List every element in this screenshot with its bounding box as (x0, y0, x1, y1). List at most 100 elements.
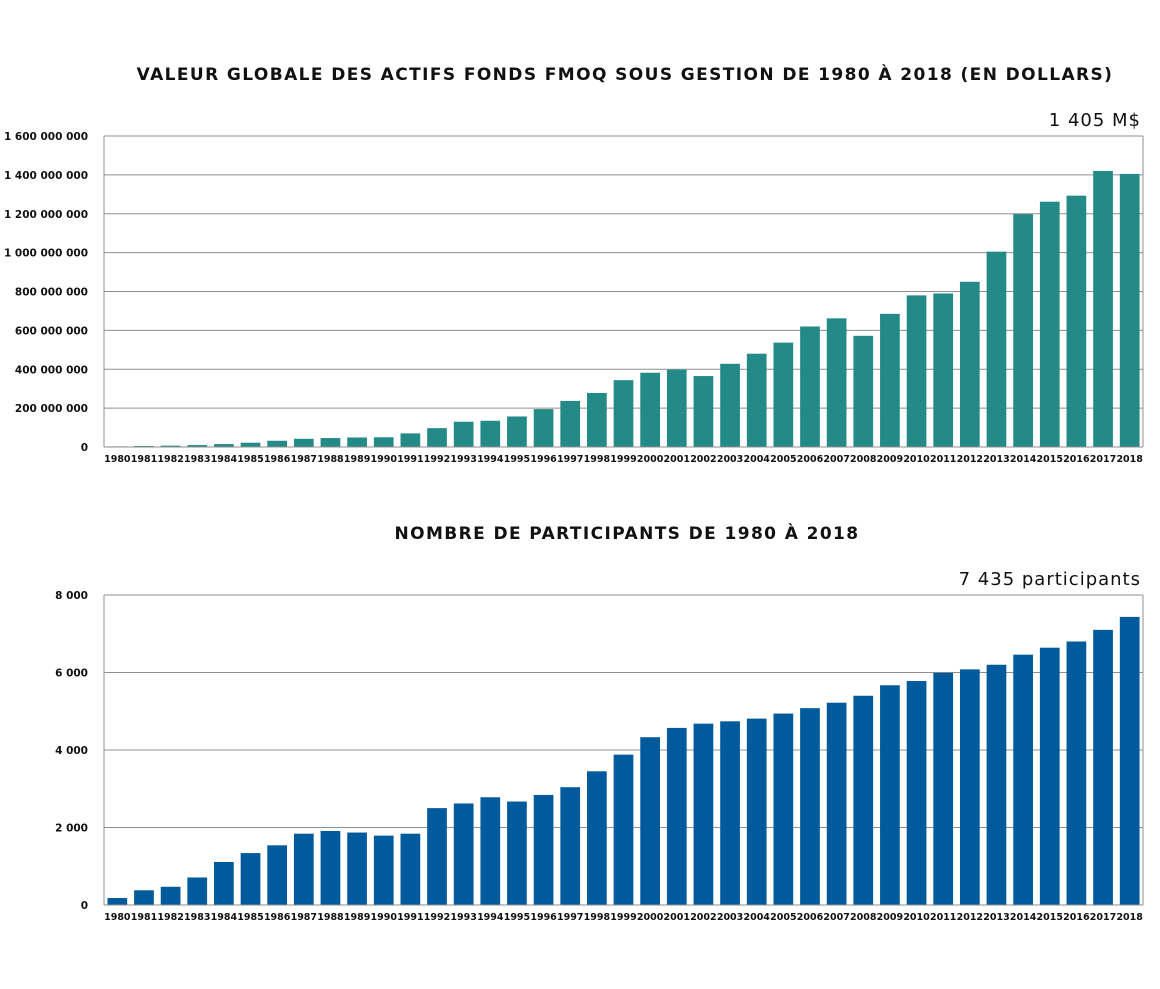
participants-x-tick-label: 2013 (983, 912, 1009, 923)
assets-x-tick-label: 2010 (903, 454, 930, 465)
assets-x-tick-label: 1999 (610, 454, 636, 465)
assets-bar-2000 (640, 372, 660, 447)
assets-bar-1982 (160, 445, 181, 447)
participants-bar-2017 (1093, 629, 1113, 905)
participants-bar-2000 (640, 737, 660, 905)
assets-x-tick-label: 1987 (291, 454, 317, 465)
participants-x-tick-label: 1989 (344, 912, 370, 923)
assets-x-tick-label: 1997 (557, 454, 583, 465)
participants-x-tick-label: 1991 (397, 912, 423, 923)
participants-bar-1996 (533, 794, 554, 905)
participants-bar-2008 (853, 695, 874, 905)
participants-x-tick-label: 2015 (1037, 912, 1063, 923)
assets-bar-2004 (746, 353, 767, 447)
assets-bar-1999 (613, 380, 634, 447)
assets-y-tick-label: 1 000 000 000 (4, 248, 88, 260)
assets-x-tick-label: 2007 (823, 454, 849, 465)
assets-bar-2013 (986, 251, 1007, 447)
participants-bar-1984 (214, 861, 234, 905)
participants-y-tick-label: 4 000 (55, 745, 88, 757)
assets-bar-1985 (240, 442, 261, 447)
assets-y-tick-label: 1 400 000 000 (4, 170, 88, 182)
participants-y-tick-label: 8 000 (55, 590, 88, 602)
participants-bar-2013 (986, 664, 1007, 905)
participants-x-tick-label: 1984 (211, 912, 238, 923)
assets-x-tick-label: 1981 (131, 454, 157, 465)
assets-x-tick-label: 1993 (450, 454, 476, 465)
assets-bar-1991 (400, 433, 421, 447)
participants-bar-1997 (560, 787, 581, 905)
participants-x-tick-label: 2018 (1116, 912, 1143, 923)
participants-x-tick-label: 2009 (877, 912, 903, 923)
assets-bar-2003 (720, 363, 740, 447)
participants-bar-2009 (880, 685, 900, 905)
assets-bar-1990 (373, 437, 394, 447)
participants-x-tick-label: 1992 (424, 912, 450, 923)
assets-bar-2017 (1093, 170, 1113, 448)
participants-x-tick-label: 2004 (743, 912, 770, 923)
assets-bar-2014 (1013, 214, 1033, 447)
participants-x-tick-label: 1982 (157, 912, 183, 923)
assets-bar-1997 (560, 400, 581, 447)
participants-bar-1993 (453, 803, 474, 905)
participants-bar-1980 (107, 898, 128, 905)
participants-x-tick-label: 2002 (690, 912, 716, 923)
participants-x-tick-label: 2007 (823, 912, 849, 923)
assets-x-tick-label: 1983 (184, 454, 210, 465)
assets-x-tick-label: 2008 (850, 454, 877, 465)
assets-x-tick-label: 2011 (930, 454, 956, 465)
participants-bar-1999 (613, 754, 634, 905)
assets-bar-2015 (1039, 201, 1060, 447)
participants-x-tick-label: 1980 (104, 912, 131, 923)
assets-x-tick-label: 1995 (504, 454, 530, 465)
participants-x-tick-label: 2017 (1090, 912, 1116, 923)
participants-bar-1994 (480, 797, 501, 905)
assets-bar-1994 (480, 420, 501, 447)
participants-x-tick-label: 2012 (957, 912, 983, 923)
assets-x-tick-label: 1985 (237, 454, 263, 465)
assets-bar-2010 (906, 295, 927, 447)
participants-x-tick-label: 1985 (237, 912, 263, 923)
participants-x-tick-label: 2010 (903, 912, 930, 923)
assets-bar-1993 (453, 421, 474, 447)
assets-bar-2012 (959, 281, 980, 447)
assets-bar-2009 (880, 313, 900, 447)
assets-x-tick-label: 2002 (690, 454, 716, 465)
assets-x-tick-label: 1996 (530, 454, 557, 465)
assets-y-tick-label: 200 000 000 (15, 403, 88, 415)
participants-bar-1991 (400, 833, 421, 905)
assets-bar-2016 (1066, 195, 1087, 447)
assets-x-tick-label: 1991 (397, 454, 423, 465)
participants-bar-1995 (507, 801, 527, 905)
participants-x-tick-label: 2005 (770, 912, 796, 923)
assets-y-tick-label: 1 200 000 000 (4, 209, 88, 221)
assets-bar-1998 (587, 392, 607, 447)
assets-bar-2001 (666, 369, 687, 447)
participants-y-tick-label: 6 000 (55, 668, 88, 680)
participants-x-tick-label: 1998 (584, 912, 611, 923)
participants-x-tick-label: 1993 (450, 912, 476, 923)
assets-x-tick-label: 2013 (983, 454, 1009, 465)
participants-x-tick-label: 2008 (850, 912, 877, 923)
assets-y-tick-label: 400 000 000 (15, 364, 88, 376)
assets-bar-2008 (853, 335, 874, 447)
assets-x-tick-label: 1982 (157, 454, 183, 465)
assets-x-tick-label: 2017 (1090, 454, 1116, 465)
participants-chart-callout: 7 435 participants (959, 569, 1141, 590)
assets-x-tick-label: 2000 (637, 454, 664, 465)
participants-bar-2007 (826, 702, 847, 905)
participants-x-tick-label: 2016 (1063, 912, 1090, 923)
participants-x-tick-label: 1997 (557, 912, 583, 923)
participants-x-tick-label: 1996 (530, 912, 557, 923)
participants-x-tick-label: 1988 (317, 912, 344, 923)
participants-bar-1983 (187, 877, 208, 905)
participants-x-tick-label: 2006 (797, 912, 824, 923)
participants-bar-1981 (134, 890, 154, 905)
assets-x-tick-label: 1994 (477, 454, 504, 465)
participants-bar-2002 (693, 723, 714, 905)
assets-bar-2002 (693, 376, 714, 447)
assets-bar-1995 (507, 416, 527, 447)
assets-bar-2007 (826, 318, 847, 447)
assets-x-tick-label: 2016 (1063, 454, 1090, 465)
